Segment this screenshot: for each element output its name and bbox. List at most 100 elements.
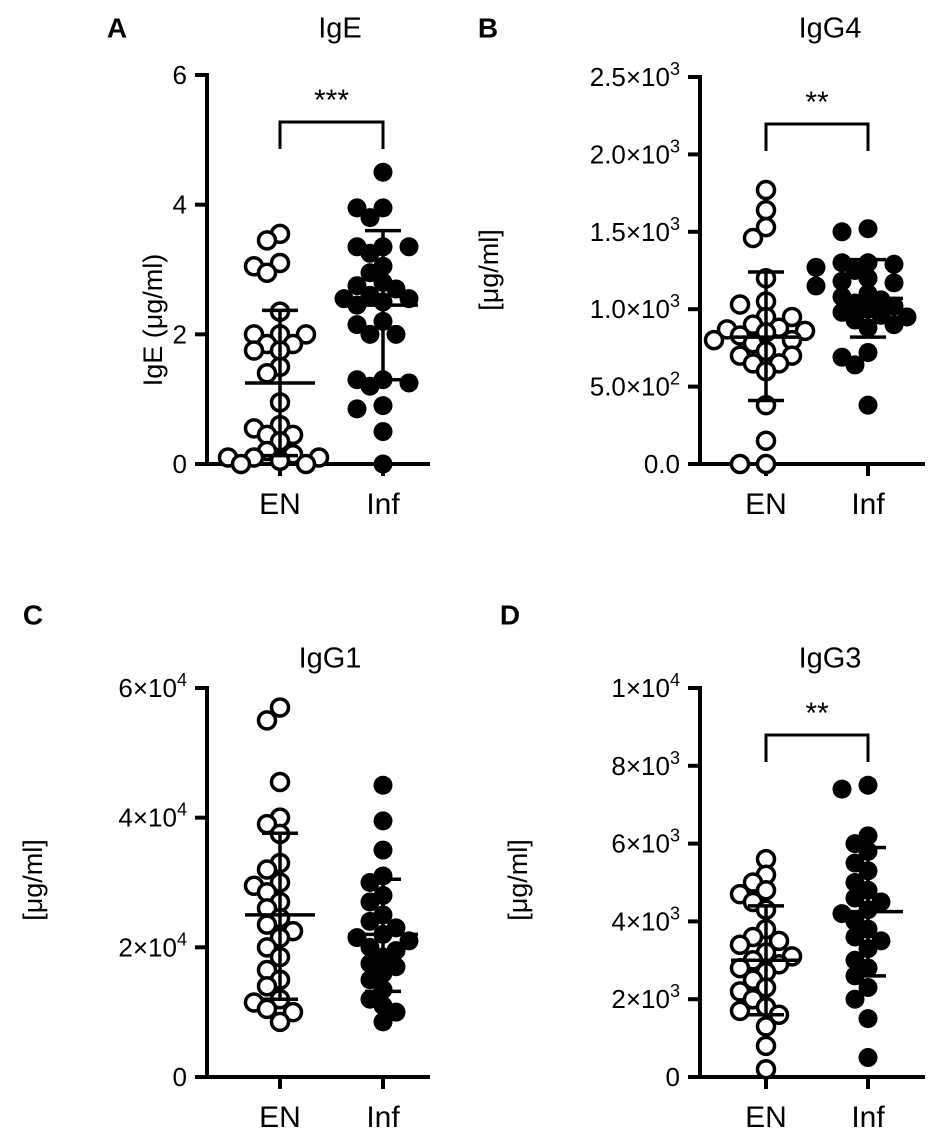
y-axis-label: [μg/ml] [474, 229, 504, 311]
data-point-inf [360, 892, 380, 912]
data-point-inf [386, 279, 406, 299]
data-point-en [755, 179, 777, 201]
significance-label: ** [805, 697, 829, 730]
data-point-inf [360, 911, 380, 931]
y-tick-label: 0.0 [644, 449, 680, 479]
tick-exponent: 3 [670, 903, 680, 923]
y-tick-label: 2×104 [118, 929, 187, 962]
data-point-inf [845, 927, 865, 947]
y-tick-label: 6 [173, 60, 187, 90]
data-point-en [282, 1001, 304, 1023]
data-point-inf [845, 355, 865, 375]
data-point-inf [373, 198, 393, 218]
data-point-inf [360, 208, 380, 228]
data-point-en [703, 329, 725, 351]
x-tick-label: EN [259, 1101, 301, 1134]
y-tick-label: 0 [173, 1062, 187, 1092]
data-point-en [269, 252, 291, 274]
data-point-inf [360, 243, 380, 263]
data-point-inf [360, 954, 380, 974]
data-point-inf [399, 373, 419, 393]
y-tick-label: 6×103 [611, 826, 680, 859]
y-tick-label: 4×104 [118, 800, 187, 833]
data-point-en [295, 453, 317, 475]
data-point-en [755, 453, 777, 475]
data-point-inf [858, 978, 878, 998]
panel-letter: B [478, 12, 498, 43]
data-point-inf [373, 1012, 393, 1032]
chart-title: IgG4 [799, 13, 862, 45]
data-point-inf [858, 219, 878, 239]
tick-exponent: 3 [670, 291, 680, 311]
tick-exponent: 3 [670, 136, 680, 156]
x-tick-label: EN [745, 488, 787, 521]
data-point-inf [832, 222, 852, 242]
data-point-en [755, 1058, 777, 1080]
chart-title: IgG3 [799, 643, 862, 675]
data-point-inf [360, 937, 380, 957]
data-point-inf [806, 276, 826, 296]
tick-exponent: 3 [670, 214, 680, 234]
data-point-en [742, 227, 764, 249]
tick-exponent: 4 [177, 929, 187, 949]
y-tick-label: 4 [173, 190, 187, 220]
panel-letter: D [500, 599, 520, 630]
significance-bracket [278, 120, 385, 149]
tick-exponent: 3 [670, 59, 680, 79]
data-point-en [729, 934, 751, 955]
y-axis-label: [μg/ml] [18, 839, 48, 921]
data-point-en [755, 216, 777, 238]
data-point-inf [373, 840, 393, 860]
data-point-en [256, 710, 278, 731]
data-point-inf [360, 324, 380, 344]
data-point-inf [845, 989, 865, 1009]
data-point-inf [386, 324, 406, 344]
data-point-en [755, 880, 777, 901]
data-point-en [269, 697, 291, 718]
y-tick-label: 0 [173, 449, 187, 479]
data-point-en [256, 937, 278, 958]
panel-D: D IgG3 [μg/ml] 0 2×103 4×103 6×103 8×103 1×104 EN… [500, 599, 925, 1134]
data-point-inf [884, 254, 904, 274]
y-tick-label: 2×103 [611, 981, 680, 1014]
data-point-inf [373, 422, 393, 442]
x-tick-label: Inf [366, 488, 400, 521]
chart-title: IgG1 [299, 643, 362, 675]
data-point-inf [360, 263, 380, 283]
data-point-inf [373, 775, 393, 795]
data-point-en [755, 199, 777, 221]
data-point-inf [858, 343, 878, 363]
significance-bracket [764, 122, 870, 151]
tick-exponent: 4 [177, 800, 187, 820]
y-axis-label: IgE (μg/ml) [138, 254, 168, 387]
data-point-en [781, 306, 803, 328]
data-point-inf [858, 1048, 878, 1068]
y-tick-label: 0 [666, 1062, 680, 1092]
data-point-inf [858, 1009, 878, 1029]
tick-exponent: 4 [670, 670, 680, 690]
significance-label: *** [314, 84, 349, 117]
data-point-en [295, 324, 317, 345]
data-point-en [243, 340, 265, 361]
data-point-en [269, 771, 291, 793]
data-point-inf [884, 273, 904, 293]
data-point-en [269, 1011, 291, 1033]
data-point-inf [858, 395, 878, 415]
y-tick-label: 8×103 [611, 748, 680, 781]
y-axis-label: [μg/ml] [503, 839, 533, 921]
data-point-inf [845, 888, 865, 908]
data-point-en [729, 453, 751, 475]
x-tick-label: Inf [366, 1101, 400, 1134]
data-point-inf [373, 162, 393, 182]
panel-B: B IgG4 [μg/ml] 0.0 5.0×102 1.0×103 1.5×103 2.0×… [474, 12, 925, 521]
tick-exponent: 4 [177, 670, 187, 690]
data-point-en [256, 975, 278, 997]
tick-exponent: 2 [670, 369, 680, 389]
panel-C: C IgG1 [μg/ml] 0 2×104 4×104 6×104 EN Inf [18, 599, 430, 1134]
data-point-inf [399, 237, 419, 257]
data-point-inf [373, 396, 393, 416]
data-point-en [755, 1016, 777, 1037]
tick-exponent: 3 [670, 981, 680, 1001]
x-tick-label: EN [745, 1101, 787, 1134]
